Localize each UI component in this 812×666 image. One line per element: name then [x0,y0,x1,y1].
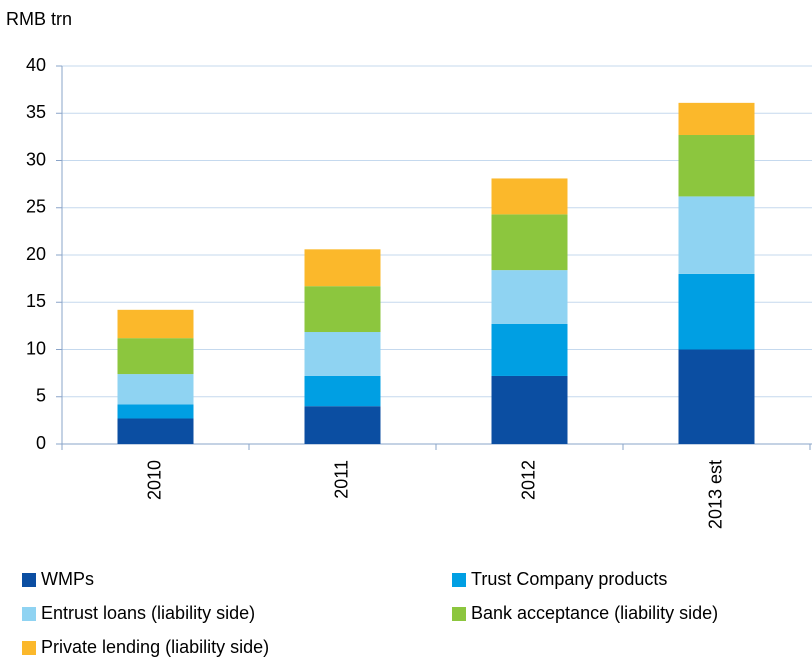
bar-segment [678,349,755,444]
y-tick-label: 15 [26,291,46,311]
x-tick-label: 2012 [518,460,538,500]
bar-segment [117,338,194,375]
bar-segment [117,418,194,444]
bar-segment [678,273,755,350]
y-tick-label: 10 [26,338,46,358]
x-tick-label: 2011 [331,460,351,499]
bar-segment [491,270,568,324]
y-tick-label: 0 [36,433,46,453]
legend-label: Trust Company products [471,569,667,589]
bar-segment [491,323,568,376]
y-tick-label: 30 [26,149,46,169]
bar-segment [304,375,381,407]
legend-label: Bank acceptance (liability side) [471,603,718,623]
bar-segment [491,214,568,271]
legend-label: Entrust loans (liability side) [41,603,255,623]
legend-swatch [22,607,36,621]
y-tick-label: 25 [26,197,46,217]
y-tick-label: 35 [26,102,46,122]
legend-label: WMPs [41,569,94,589]
bar-segment [117,404,194,419]
bar-segment [678,134,755,197]
legend-swatch [22,641,36,655]
x-tick-label: 2013 est [705,460,725,529]
legend-swatch [452,607,466,621]
bar-segment [304,406,381,444]
bar-segment [491,178,568,215]
legend-label: Private lending (liability side) [41,637,269,657]
bar-segment [491,375,568,444]
x-tick-label: 2010 [144,460,164,500]
legend-swatch [22,573,36,587]
bar-segment [304,286,381,333]
bar-segment [304,332,381,376]
y-axis-label: RMB trn [6,9,72,29]
bar-segment [304,249,381,287]
bar-segment [117,374,194,405]
bar-segment [678,102,755,135]
bar-segment [117,309,194,339]
y-tick-label: 20 [26,244,46,264]
bar-segment [678,196,755,274]
y-tick-label: 40 [26,55,46,75]
legend-swatch [452,573,466,587]
y-tick-label: 5 [36,386,46,406]
